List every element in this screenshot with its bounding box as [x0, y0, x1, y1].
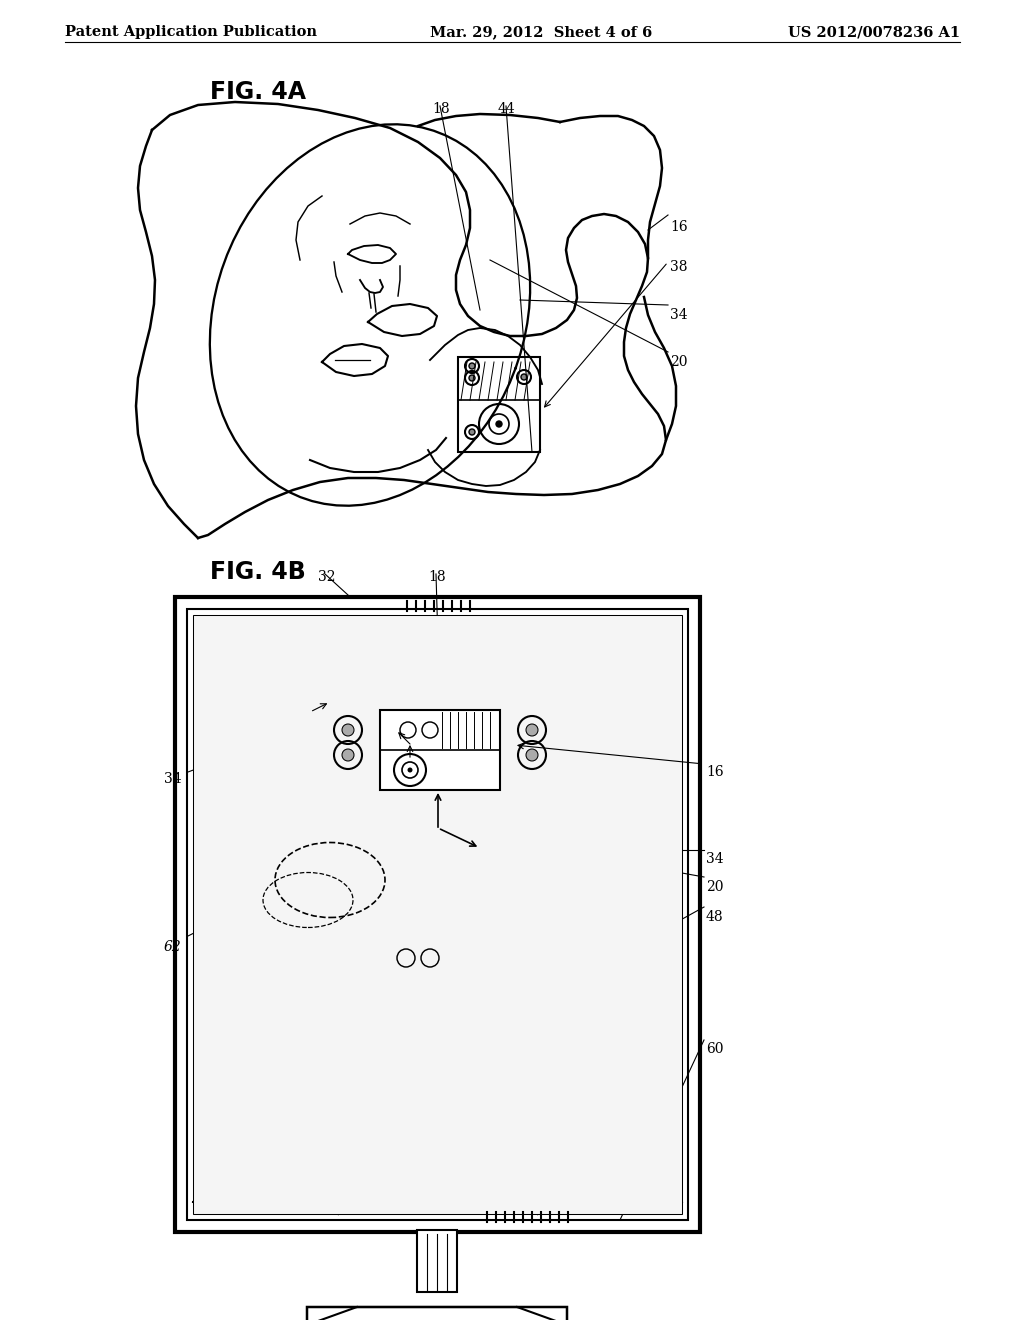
- Text: Patent Application Publication: Patent Application Publication: [65, 25, 317, 40]
- Text: 32: 32: [318, 570, 336, 583]
- Circle shape: [496, 421, 502, 426]
- Text: 34: 34: [164, 772, 181, 785]
- Circle shape: [526, 748, 538, 762]
- Text: FIG. 4B: FIG. 4B: [210, 560, 306, 583]
- Text: 62: 62: [164, 940, 181, 954]
- Circle shape: [469, 375, 475, 381]
- Text: 60: 60: [706, 1041, 724, 1056]
- Circle shape: [526, 723, 538, 737]
- Bar: [380, 710, 500, 789]
- Bar: [307, 1307, 567, 1320]
- Text: 20: 20: [670, 355, 687, 370]
- Circle shape: [408, 767, 413, 772]
- Bar: [187, 609, 688, 1220]
- Text: 38: 38: [670, 260, 687, 275]
- Text: 16: 16: [706, 766, 724, 779]
- Text: 20: 20: [706, 880, 724, 894]
- Circle shape: [342, 748, 354, 762]
- Text: FIG. 4A: FIG. 4A: [210, 81, 306, 104]
- Bar: [417, 1230, 457, 1292]
- Text: Mar. 29, 2012  Sheet 4 of 6: Mar. 29, 2012 Sheet 4 of 6: [430, 25, 652, 40]
- Bar: [175, 597, 700, 1232]
- Text: 34: 34: [706, 851, 724, 866]
- Text: 18: 18: [432, 102, 450, 116]
- Bar: [193, 615, 682, 1214]
- Text: 18: 18: [428, 570, 445, 583]
- Text: 44: 44: [498, 102, 516, 116]
- Text: US 2012/0078236 A1: US 2012/0078236 A1: [787, 25, 961, 40]
- Text: 48: 48: [706, 909, 724, 924]
- Circle shape: [521, 374, 527, 380]
- Text: 34: 34: [670, 308, 688, 322]
- Circle shape: [469, 429, 475, 436]
- Text: 16: 16: [670, 220, 688, 234]
- Circle shape: [469, 363, 475, 370]
- Bar: [458, 356, 540, 451]
- Circle shape: [342, 723, 354, 737]
